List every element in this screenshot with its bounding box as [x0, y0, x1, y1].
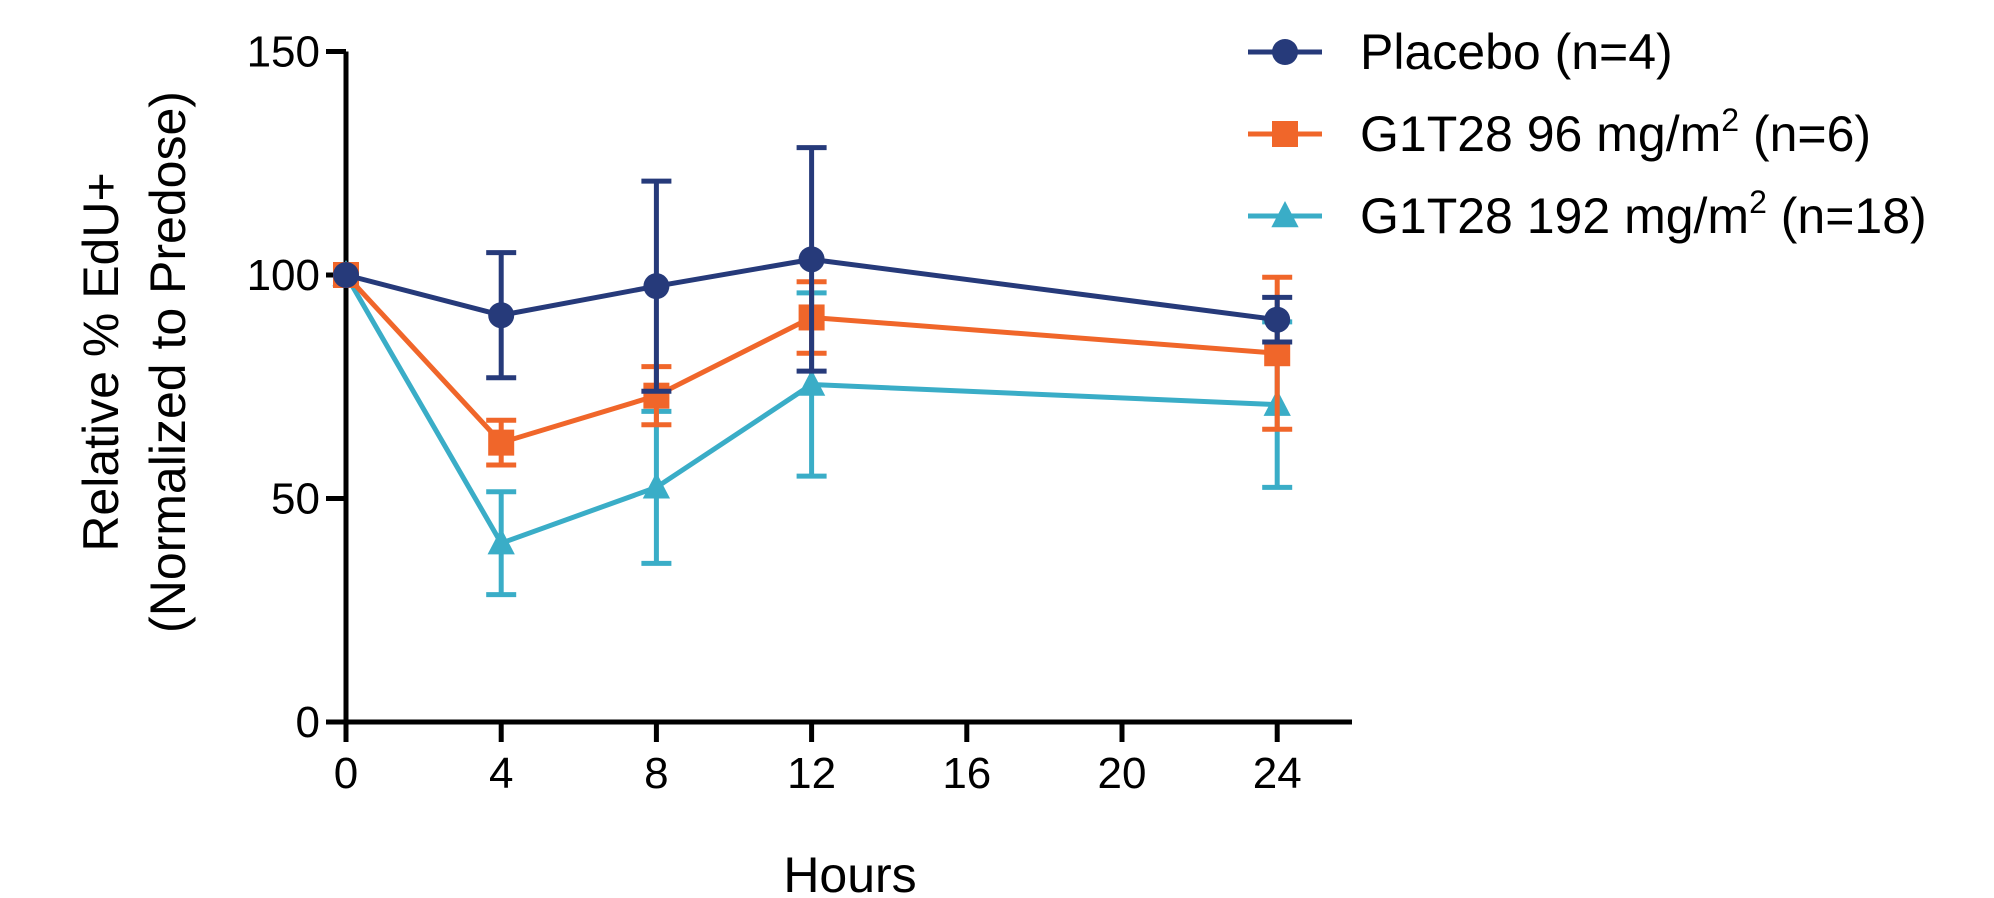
data-point	[488, 302, 515, 329]
legend-label: G1T28 96 mg/m2 (n=6)	[1360, 102, 1871, 162]
axis-labels: Hours Relative % EdU+ (Normalized to Pre…	[73, 91, 917, 898]
y-tick-label: 100	[247, 251, 320, 300]
legend-marker	[1272, 121, 1298, 147]
data-point	[642, 472, 671, 499]
x-tick-label: 20	[1098, 749, 1147, 798]
y-axis-title-line1: Relative % EdU+	[73, 172, 129, 551]
y-axis-title-line2: (Normalized to Predose)	[140, 91, 196, 633]
legend-item: G1T28 96 mg/m2 (n=6)	[1248, 102, 1871, 162]
data-point	[487, 528, 515, 555]
y-tick-label: 50	[271, 475, 320, 524]
data-point	[643, 273, 670, 300]
legend-label-superscript: 2	[1749, 184, 1767, 220]
legend-label-main: G1T28 192 mg/m	[1360, 188, 1749, 244]
series	[333, 145, 1293, 394]
y-tick-label: 150	[247, 28, 320, 77]
x-tick-label: 8	[644, 749, 668, 798]
data-point	[1264, 340, 1291, 367]
legend-label: Placebo (n=4)	[1360, 24, 1673, 80]
x-tick-label: 16	[942, 749, 991, 798]
legend: Placebo (n=4)G1T28 96 mg/m2 (n=6)G1T28 1…	[1248, 24, 1927, 244]
data-point	[797, 369, 826, 396]
series	[332, 260, 1293, 598]
y-tick-label: 0	[296, 698, 320, 747]
x-tick-label: 0	[334, 749, 358, 798]
legend-item: G1T28 192 mg/m2 (n=18)	[1248, 184, 1927, 244]
legend-label: G1T28 192 mg/m2 (n=18)	[1360, 184, 1927, 244]
series-group	[332, 145, 1293, 598]
x-tick-label: 24	[1253, 749, 1302, 798]
legend-label-main: G1T28 96 mg/m	[1360, 106, 1721, 162]
axes: 0 50 100 150 0 4 8 12 16 20 24	[247, 28, 1352, 798]
data-point	[798, 246, 825, 273]
legend-label-main: Placebo (n=4)	[1360, 24, 1673, 80]
data-point	[1264, 306, 1291, 333]
legend-marker	[1272, 39, 1298, 65]
legend-marker	[1271, 201, 1299, 228]
legend-label-suffix: (n=6)	[1739, 106, 1871, 162]
data-point	[488, 429, 515, 456]
legend-label-superscript: 2	[1721, 102, 1739, 138]
legend-label-suffix: (n=18)	[1767, 188, 1927, 244]
x-tick-label: 12	[787, 749, 836, 798]
x-tick-label: 4	[489, 749, 513, 798]
legend-item: Placebo (n=4)	[1248, 24, 1673, 80]
x-axis-title: Hours	[783, 847, 916, 898]
data-point	[333, 262, 359, 288]
